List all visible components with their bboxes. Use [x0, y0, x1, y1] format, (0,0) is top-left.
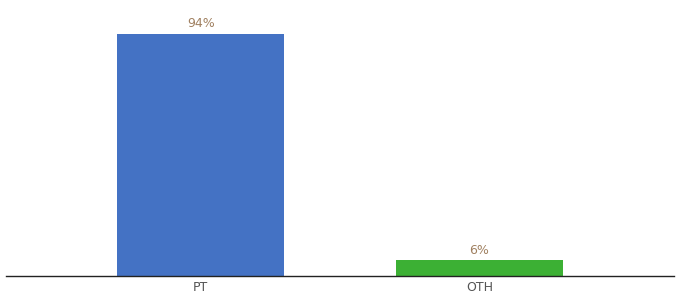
Bar — [396, 260, 563, 276]
Text: 94%: 94% — [187, 17, 214, 30]
Bar — [117, 34, 284, 276]
Text: 6%: 6% — [469, 244, 490, 256]
